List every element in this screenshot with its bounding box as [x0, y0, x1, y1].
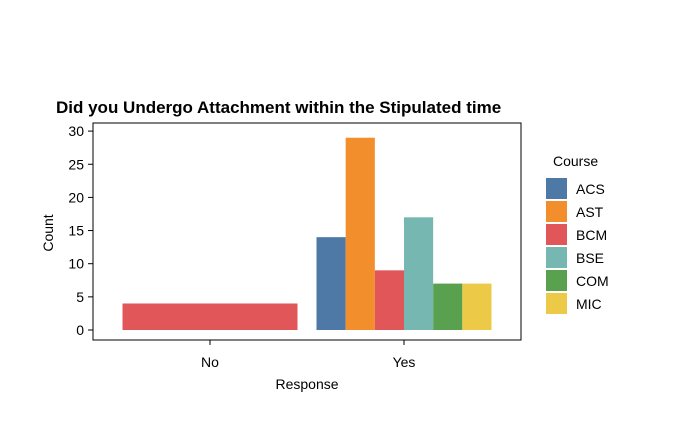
x-axis-label: Response [275, 376, 338, 392]
legend-swatch-acs [546, 178, 567, 199]
legend-label-com: COM [576, 273, 609, 289]
bar-bcm-yes [374, 270, 404, 330]
legend-swatch-bse [546, 247, 567, 268]
chart-title: Did you Undergo Attachment within the St… [56, 98, 501, 117]
legend-swatch-com [546, 270, 567, 291]
x-tick-label: Yes [393, 354, 416, 370]
legend-title: Course [553, 153, 598, 169]
y-tick-label: 30 [68, 123, 84, 139]
y-tick-label: 10 [68, 256, 84, 272]
legend-swatch-ast [546, 201, 567, 222]
legend-label-bse: BSE [576, 250, 604, 266]
plot-border [92, 122, 522, 341]
legend-swatch-bcm [546, 224, 567, 245]
bar-com-yes [433, 283, 463, 330]
legend-label-acs: ACS [576, 181, 605, 197]
y-tick-label: 15 [68, 223, 84, 239]
x-tick-label: No [201, 354, 219, 370]
y-tick-label: 25 [68, 156, 84, 172]
y-tick-label: 20 [68, 189, 84, 205]
legend-label-mic: MIC [576, 296, 602, 312]
legend-swatch-mic [546, 293, 567, 314]
y-axis-label: Count [40, 214, 56, 251]
legend-label-ast: AST [576, 204, 604, 220]
y-tick-label: 0 [76, 322, 84, 338]
y-tick-label: 5 [76, 289, 84, 305]
bar-acs-yes [316, 237, 346, 330]
legend-label-bcm: BCM [576, 227, 607, 243]
bar-ast-yes [345, 137, 375, 330]
plot-area: 0 5 10 15 20 25 30 No Yes [68, 122, 522, 370]
bar-bse-yes [404, 217, 434, 330]
bar-bcm-no [122, 303, 298, 330]
legend: Course ACS AST BCM BSE COM MIC [546, 153, 609, 314]
bar-mic-yes [462, 283, 492, 330]
